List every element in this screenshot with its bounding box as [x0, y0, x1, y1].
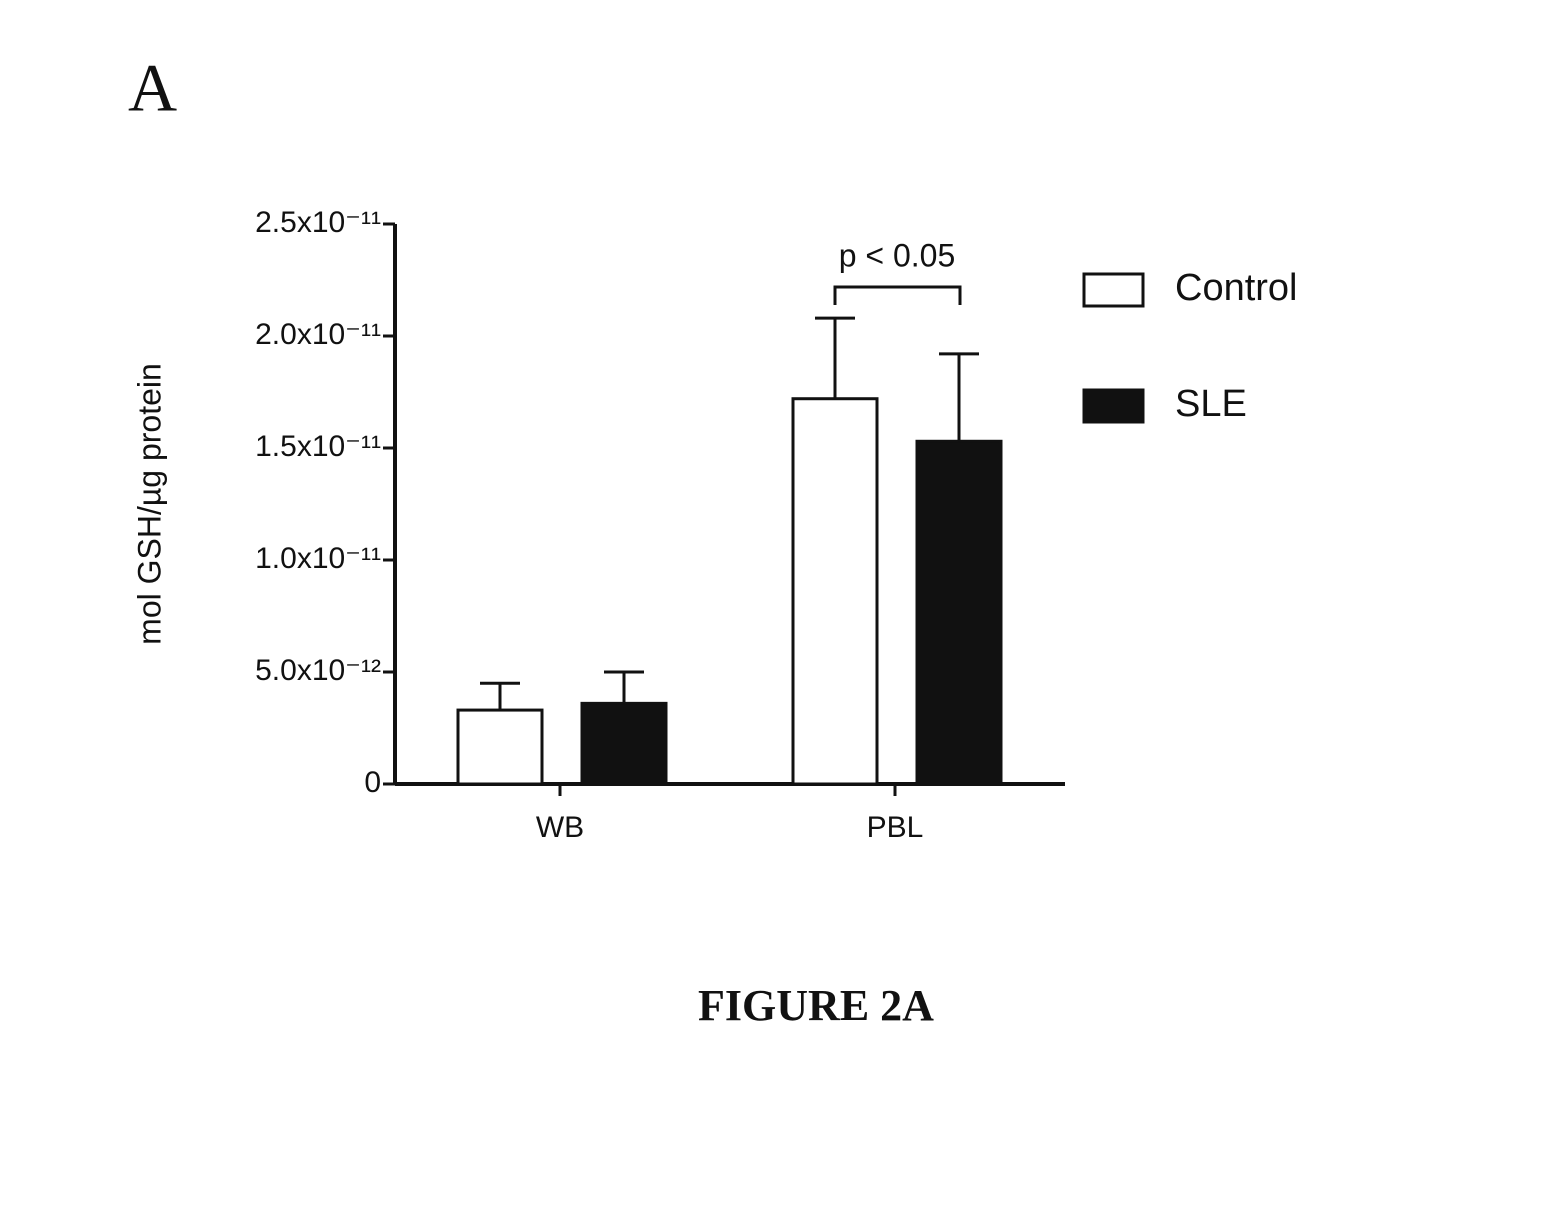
error-bar: [939, 354, 979, 441]
legend-label: SLE: [1175, 383, 1247, 425]
figure: A FIGURE 2A mol GSH/µg protein 0 5.0x10⁻¹…: [0, 0, 1558, 1232]
annotation: p < 0.05: [839, 237, 956, 273]
legend-swatch: [1084, 274, 1143, 306]
panel-label: A: [128, 50, 177, 126]
y-tick-label: 2.0x10⁻¹¹: [255, 318, 381, 351]
caption: FIGURE 2A: [698, 981, 934, 1030]
y-tick-label: 0: [364, 766, 381, 799]
y-tick-label: 1.5x10⁻¹¹: [255, 430, 381, 463]
legend-label: Control: [1175, 267, 1298, 309]
legend-swatch: [1084, 390, 1143, 422]
significance-bracket: [835, 287, 960, 305]
bar: [582, 703, 666, 784]
error-bar: [604, 672, 644, 703]
x-tick-label: PBL: [867, 811, 924, 844]
error-bar: [480, 683, 520, 710]
bar: [917, 441, 1001, 784]
y-tick-label: 1.0x10⁻¹¹: [255, 542, 381, 575]
y-tick-label: 5.0x10⁻¹²: [255, 654, 381, 687]
error-bar: [815, 318, 855, 399]
bar: [793, 399, 877, 784]
bar: [458, 710, 542, 784]
y-tick-label: 2.5x10⁻¹¹: [255, 206, 381, 239]
y-axis-label: mol GSH/µg protein: [131, 363, 167, 645]
x-tick-label: WB: [536, 811, 584, 844]
